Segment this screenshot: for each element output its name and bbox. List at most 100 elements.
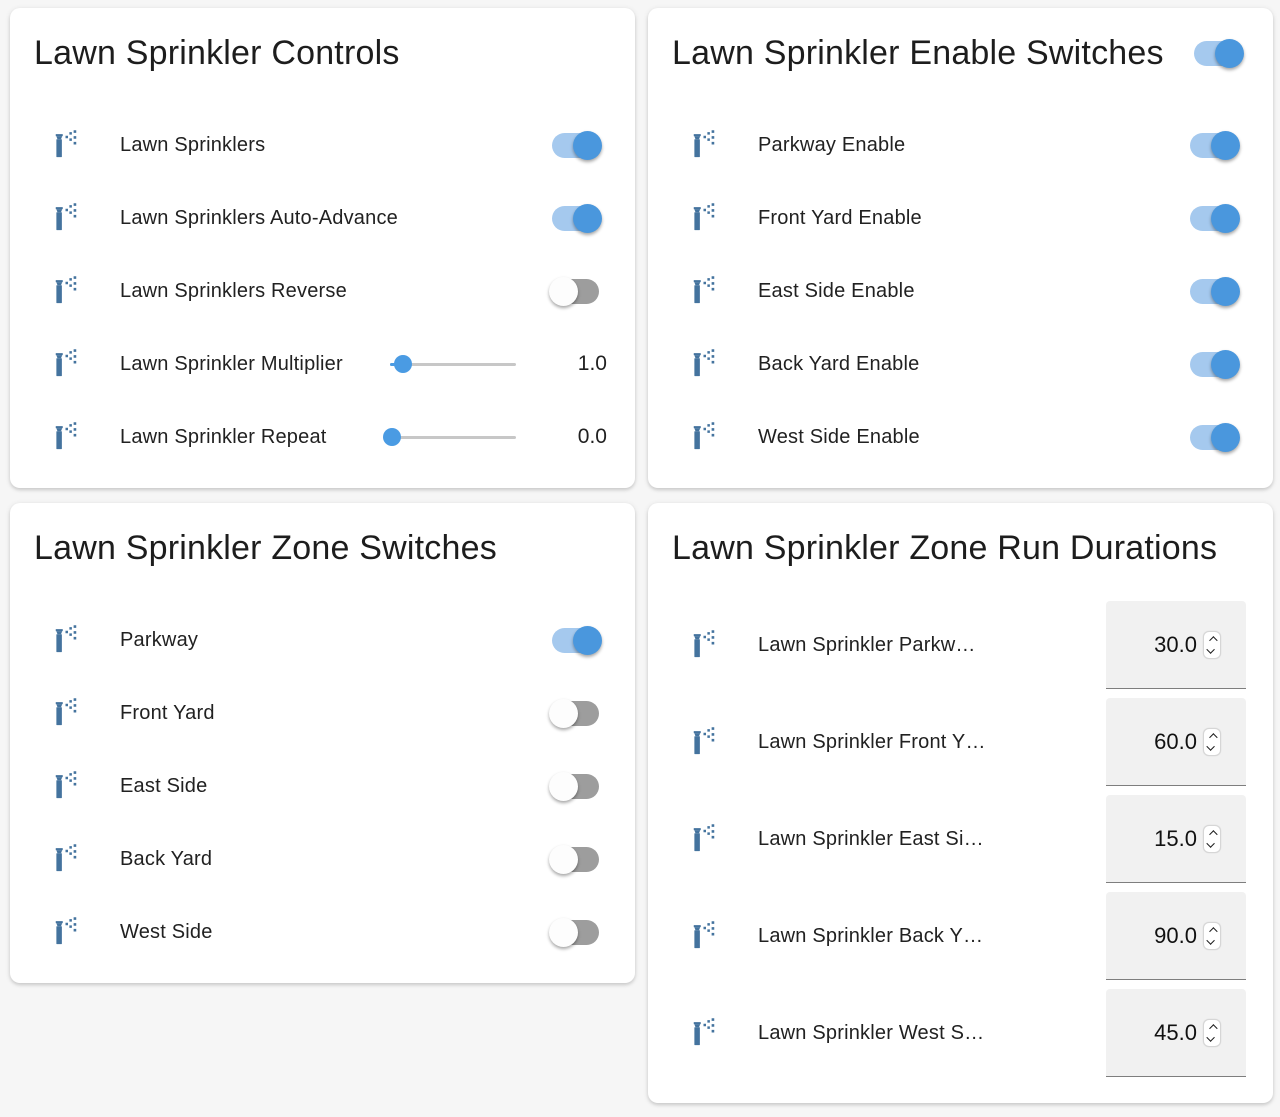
entity-label: Parkway Enable bbox=[758, 133, 906, 156]
sprinkler-icon bbox=[690, 422, 720, 452]
entity-label: Lawn Sprinkler Parkw… bbox=[758, 633, 976, 656]
duration-number-input[interactable]: 30.0 bbox=[1106, 601, 1246, 689]
entity-label: West Side bbox=[120, 920, 213, 943]
sprinkler-icon bbox=[52, 130, 82, 160]
toggle-switch[interactable] bbox=[1190, 422, 1240, 452]
slider-thumb[interactable] bbox=[394, 355, 412, 373]
number-stepper bbox=[1203, 824, 1221, 853]
toggle-switch[interactable] bbox=[549, 771, 601, 801]
entity-row-back-yard: Back Yard bbox=[10, 823, 635, 896]
toggle-switch[interactable] bbox=[1190, 349, 1240, 379]
stepper-down-button[interactable] bbox=[1205, 838, 1219, 849]
slider-thumb[interactable] bbox=[383, 428, 401, 446]
slider-track bbox=[390, 363, 516, 366]
stepper-up-button[interactable] bbox=[1205, 829, 1219, 839]
toggle-switch[interactable] bbox=[549, 276, 601, 306]
sprinkler-icon bbox=[52, 771, 82, 801]
switch-thumb bbox=[1211, 422, 1240, 452]
entity-label: Back Yard Enable bbox=[758, 352, 920, 375]
entity-row-back-yard-enable: Back Yard Enable bbox=[648, 328, 1273, 401]
switch-thumb bbox=[1211, 203, 1240, 233]
stepper-up-button[interactable] bbox=[1205, 635, 1219, 645]
slider-track bbox=[390, 436, 516, 439]
card-header: Lawn Sprinkler Zone Switches bbox=[34, 527, 611, 570]
toggle-switch[interactable] bbox=[1190, 203, 1240, 233]
sprinkler-icon bbox=[52, 844, 82, 874]
duration-number-input[interactable]: 15.0 bbox=[1106, 795, 1246, 883]
chevron-up-icon bbox=[1209, 926, 1218, 936]
card-header: Lawn Sprinkler Zone Run Durations bbox=[672, 527, 1249, 570]
entity-label: Lawn Sprinkler West S… bbox=[758, 1021, 985, 1044]
toggle-switch[interactable] bbox=[1190, 276, 1240, 306]
entity-row-front-yard-duration: Lawn Sprinkler Front Y… 60.0 bbox=[648, 694, 1273, 791]
entity-label: Lawn Sprinkler Multiplier bbox=[120, 352, 343, 375]
entity-label: East Side bbox=[120, 774, 208, 797]
duration-value[interactable]: 45.0 bbox=[1154, 1019, 1197, 1045]
entity-row-west-side-duration: Lawn Sprinkler West S… 45.0 bbox=[648, 985, 1273, 1082]
chevron-down-icon bbox=[1206, 644, 1215, 654]
toggle-switch[interactable] bbox=[552, 130, 602, 160]
stepper-down-button[interactable] bbox=[1205, 935, 1219, 946]
duration-number-input[interactable]: 60.0 bbox=[1106, 698, 1246, 786]
entity-row-multiplier: Lawn Sprinkler Multiplier 1.0 bbox=[10, 328, 635, 401]
sprinkler-icon bbox=[690, 630, 720, 660]
entity-label: Lawn Sprinkler East Si… bbox=[758, 827, 984, 850]
header-master-toggle[interactable] bbox=[1194, 38, 1244, 68]
toggle-switch[interactable] bbox=[552, 625, 602, 655]
chevron-down-icon bbox=[1206, 741, 1215, 751]
chevron-down-icon bbox=[1206, 838, 1215, 848]
toggle-switch[interactable] bbox=[549, 917, 601, 947]
toggle-switch[interactable] bbox=[1190, 130, 1240, 160]
duration-value[interactable]: 90.0 bbox=[1154, 922, 1197, 948]
switch-thumb bbox=[1215, 38, 1244, 68]
stepper-down-button[interactable] bbox=[1205, 1032, 1219, 1043]
number-stepper bbox=[1203, 727, 1221, 756]
duration-value[interactable]: 30.0 bbox=[1154, 631, 1197, 657]
multiplier-slider[interactable] bbox=[390, 354, 516, 374]
entity-row-parkway: Parkway bbox=[10, 604, 635, 677]
entity-label: West Side Enable bbox=[758, 425, 920, 448]
toggle-switch[interactable] bbox=[549, 844, 601, 874]
toggle-switch[interactable] bbox=[552, 203, 602, 233]
card-title: Lawn Sprinkler Controls bbox=[34, 34, 400, 72]
sprinkler-icon bbox=[52, 276, 82, 306]
duration-value[interactable]: 60.0 bbox=[1154, 728, 1197, 754]
sprinkler-icon bbox=[690, 727, 720, 757]
switch-thumb bbox=[573, 130, 602, 160]
card-header: Lawn Sprinkler Enable Switches bbox=[672, 32, 1249, 75]
switch-thumb bbox=[573, 625, 602, 655]
chevron-down-icon bbox=[1206, 935, 1215, 945]
switch-thumb bbox=[549, 276, 578, 306]
entity-label: Lawn Sprinkler Back Y… bbox=[758, 924, 984, 947]
stepper-up-button[interactable] bbox=[1205, 1023, 1219, 1033]
entity-rows: Lawn Sprinkler Parkw… 30.0 Lawn Sprinkle… bbox=[648, 597, 1273, 1082]
duration-number-input[interactable]: 90.0 bbox=[1106, 892, 1246, 980]
sprinkler-icon bbox=[52, 349, 82, 379]
toggle-switch[interactable] bbox=[549, 698, 601, 728]
entity-label: Back Yard bbox=[120, 847, 213, 870]
card-enable-switches: Lawn Sprinkler Enable Switches Parkway E… bbox=[648, 8, 1273, 488]
sprinkler-icon bbox=[690, 824, 720, 854]
duration-value[interactable]: 15.0 bbox=[1154, 825, 1197, 851]
card-grid: Lawn Sprinkler Controls Lawn Sprinklers … bbox=[10, 8, 1273, 1103]
duration-number-input[interactable]: 45.0 bbox=[1106, 989, 1246, 1077]
sprinkler-icon bbox=[690, 130, 720, 160]
number-stepper bbox=[1203, 1018, 1221, 1047]
entity-row-parkway-duration: Lawn Sprinkler Parkw… 30.0 bbox=[648, 597, 1273, 694]
repeat-slider[interactable] bbox=[383, 427, 516, 447]
sprinkler-icon bbox=[52, 422, 82, 452]
card-title: Lawn Sprinkler Zone Switches bbox=[34, 529, 497, 567]
entity-row-parkway-enable: Parkway Enable bbox=[648, 109, 1273, 182]
entity-label: Lawn Sprinkler Front Y… bbox=[758, 730, 986, 753]
stepper-down-button[interactable] bbox=[1205, 644, 1219, 655]
card-title: Lawn Sprinkler Zone Run Durations bbox=[672, 529, 1218, 567]
switch-thumb bbox=[549, 917, 578, 947]
stepper-down-button[interactable] bbox=[1205, 741, 1219, 752]
entity-label: Lawn Sprinklers Auto-Advance bbox=[120, 206, 398, 229]
switch-thumb bbox=[549, 698, 578, 728]
stepper-up-button[interactable] bbox=[1205, 732, 1219, 742]
entity-row-reverse: Lawn Sprinklers Reverse bbox=[10, 255, 635, 328]
card-title: Lawn Sprinkler Enable Switches bbox=[672, 34, 1164, 72]
stepper-up-button[interactable] bbox=[1205, 926, 1219, 936]
